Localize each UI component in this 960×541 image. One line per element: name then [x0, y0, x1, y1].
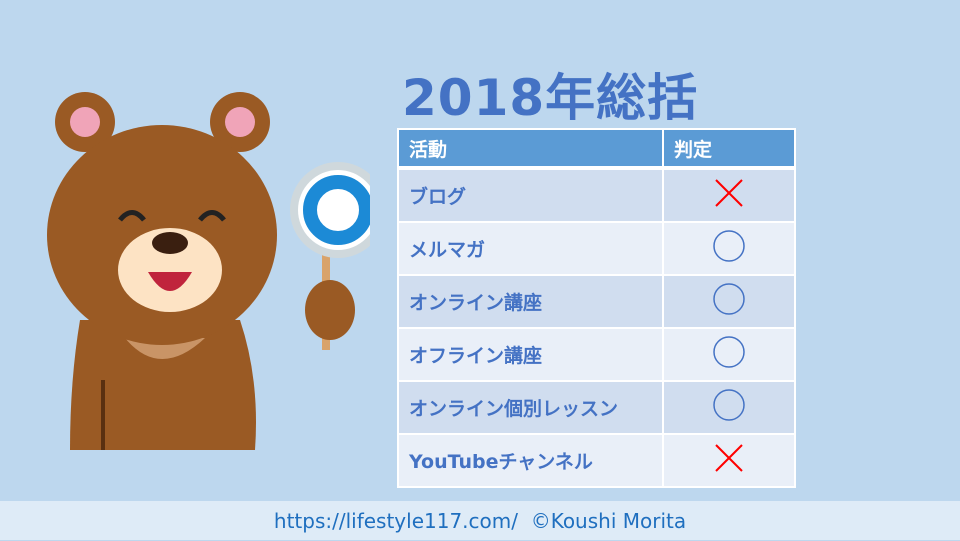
table-row: メルマガ — [397, 221, 796, 276]
verdict-cell — [662, 221, 796, 276]
circle-icon — [713, 336, 745, 368]
activity-cell: ブログ — [397, 167, 664, 223]
table-header: 活動 判定 — [397, 128, 796, 170]
activity-cell: メルマガ — [397, 221, 664, 276]
table-row: ブログ — [397, 167, 796, 223]
circle-icon — [713, 389, 745, 421]
bear-illustration — [47, 92, 370, 450]
header-activity: 活動 — [397, 128, 664, 170]
activity-cell: オフライン講座 — [397, 327, 664, 382]
verdict-cell — [662, 327, 796, 382]
maru-sign — [290, 162, 370, 350]
page-title: 2018年総括 — [402, 69, 699, 127]
circle-icon — [713, 283, 745, 315]
activity-cell: YouTubeチャンネル — [397, 433, 664, 488]
table-row: YouTubeチャンネル — [397, 433, 796, 488]
verdict-cell — [662, 274, 796, 329]
verdict-cell — [662, 433, 796, 488]
cross-icon — [715, 444, 743, 472]
table-row: オンライン個別レッスン — [397, 380, 796, 435]
verdict-cell — [662, 380, 796, 435]
table-row: オンライン講座 — [397, 274, 796, 329]
activity-cell: オンライン個別レッスン — [397, 380, 664, 435]
cross-icon — [715, 179, 743, 207]
table-row: オフライン講座 — [397, 327, 796, 382]
circle-icon — [713, 230, 745, 262]
activity-cell: オンライン講座 — [397, 274, 664, 329]
header-verdict: 判定 — [662, 128, 796, 170]
summary-table: 活動 判定 ブログ メルマガ オンライン講座 オフライン講座 オンライン個別レッスン Yo… — [397, 128, 796, 488]
verdict-cell — [662, 167, 796, 223]
footer-credit: https://lifestyle117.com/ ©Koushi Morita — [0, 501, 960, 540]
